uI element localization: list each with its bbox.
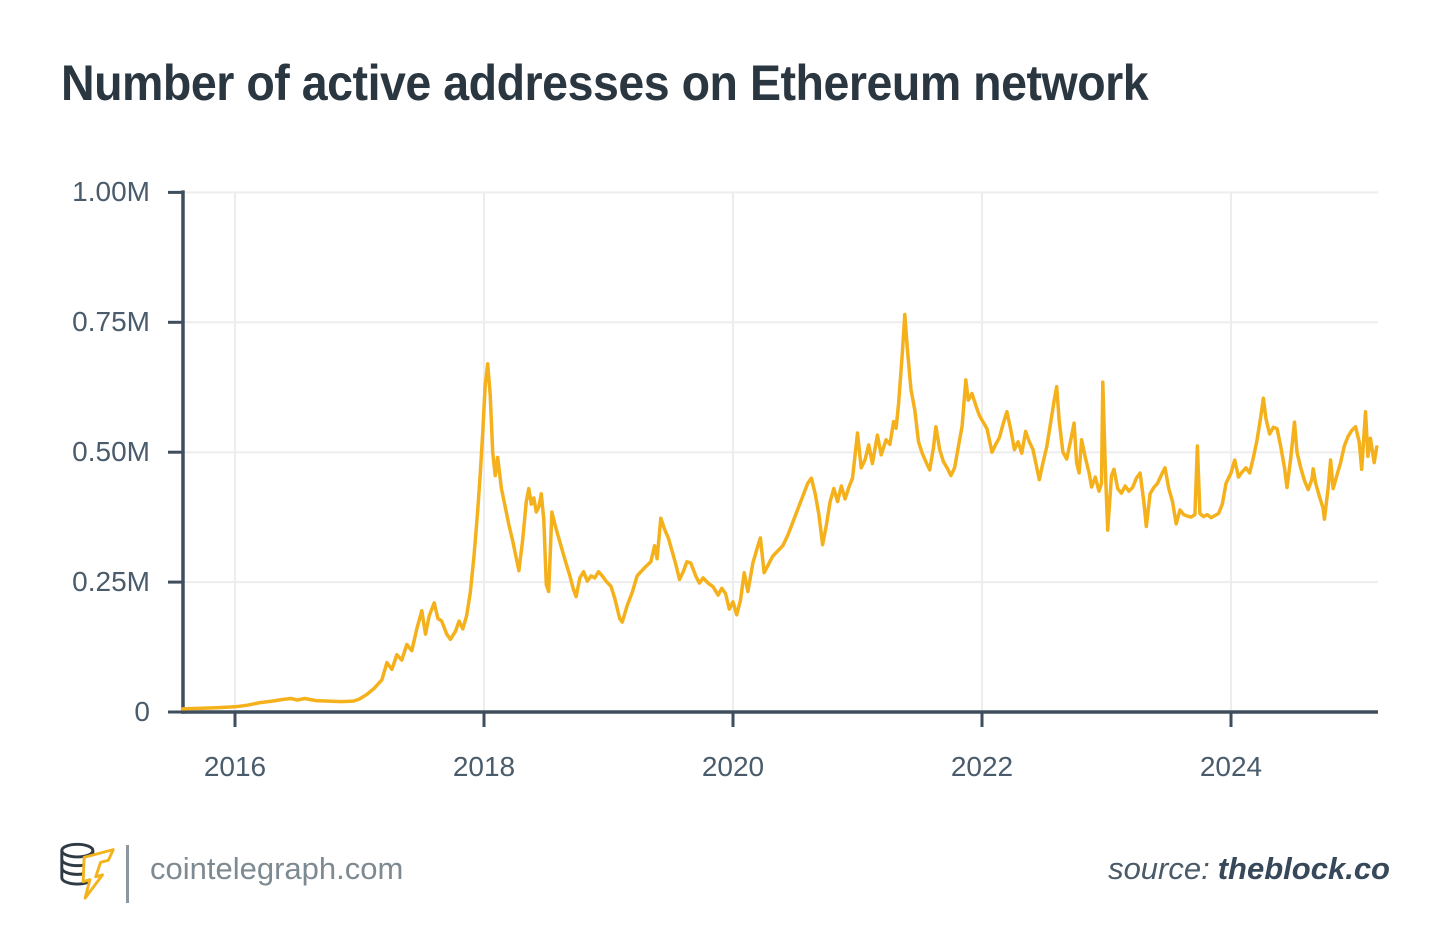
- x-axis-tick-label: 2024: [1199, 751, 1263, 782]
- brand-text: cointelegraph.com: [150, 851, 404, 886]
- cointelegraph-logo-icon: [60, 842, 115, 900]
- source-label: source:: [1108, 851, 1210, 886]
- y-axis-tick-label: 0.25M: [72, 566, 150, 598]
- page-title: Number of active addresses on Ethereum n…: [61, 55, 1149, 111]
- y-axis-tick-label: 0: [134, 696, 150, 727]
- footer-divider: [126, 845, 129, 903]
- y-axis-tick-label: 1.00M: [72, 176, 150, 208]
- x-axis-tick-label: 2018: [452, 751, 516, 782]
- lightning-bolt-icon: [81, 848, 115, 900]
- x-axis-tick-label: 2022: [950, 751, 1014, 782]
- active-addresses-line: [180, 312, 1379, 711]
- source-value: theblock.co: [1217, 851, 1390, 886]
- x-axis-tick-label: 2016: [203, 751, 267, 782]
- y-axis-tick-label: 0.50M: [72, 436, 150, 468]
- x-axis-tick-label: 2020: [701, 751, 765, 782]
- source-credit: source: theblock.co: [1108, 851, 1390, 887]
- y-axis-tick-label: 0.75M: [72, 306, 150, 338]
